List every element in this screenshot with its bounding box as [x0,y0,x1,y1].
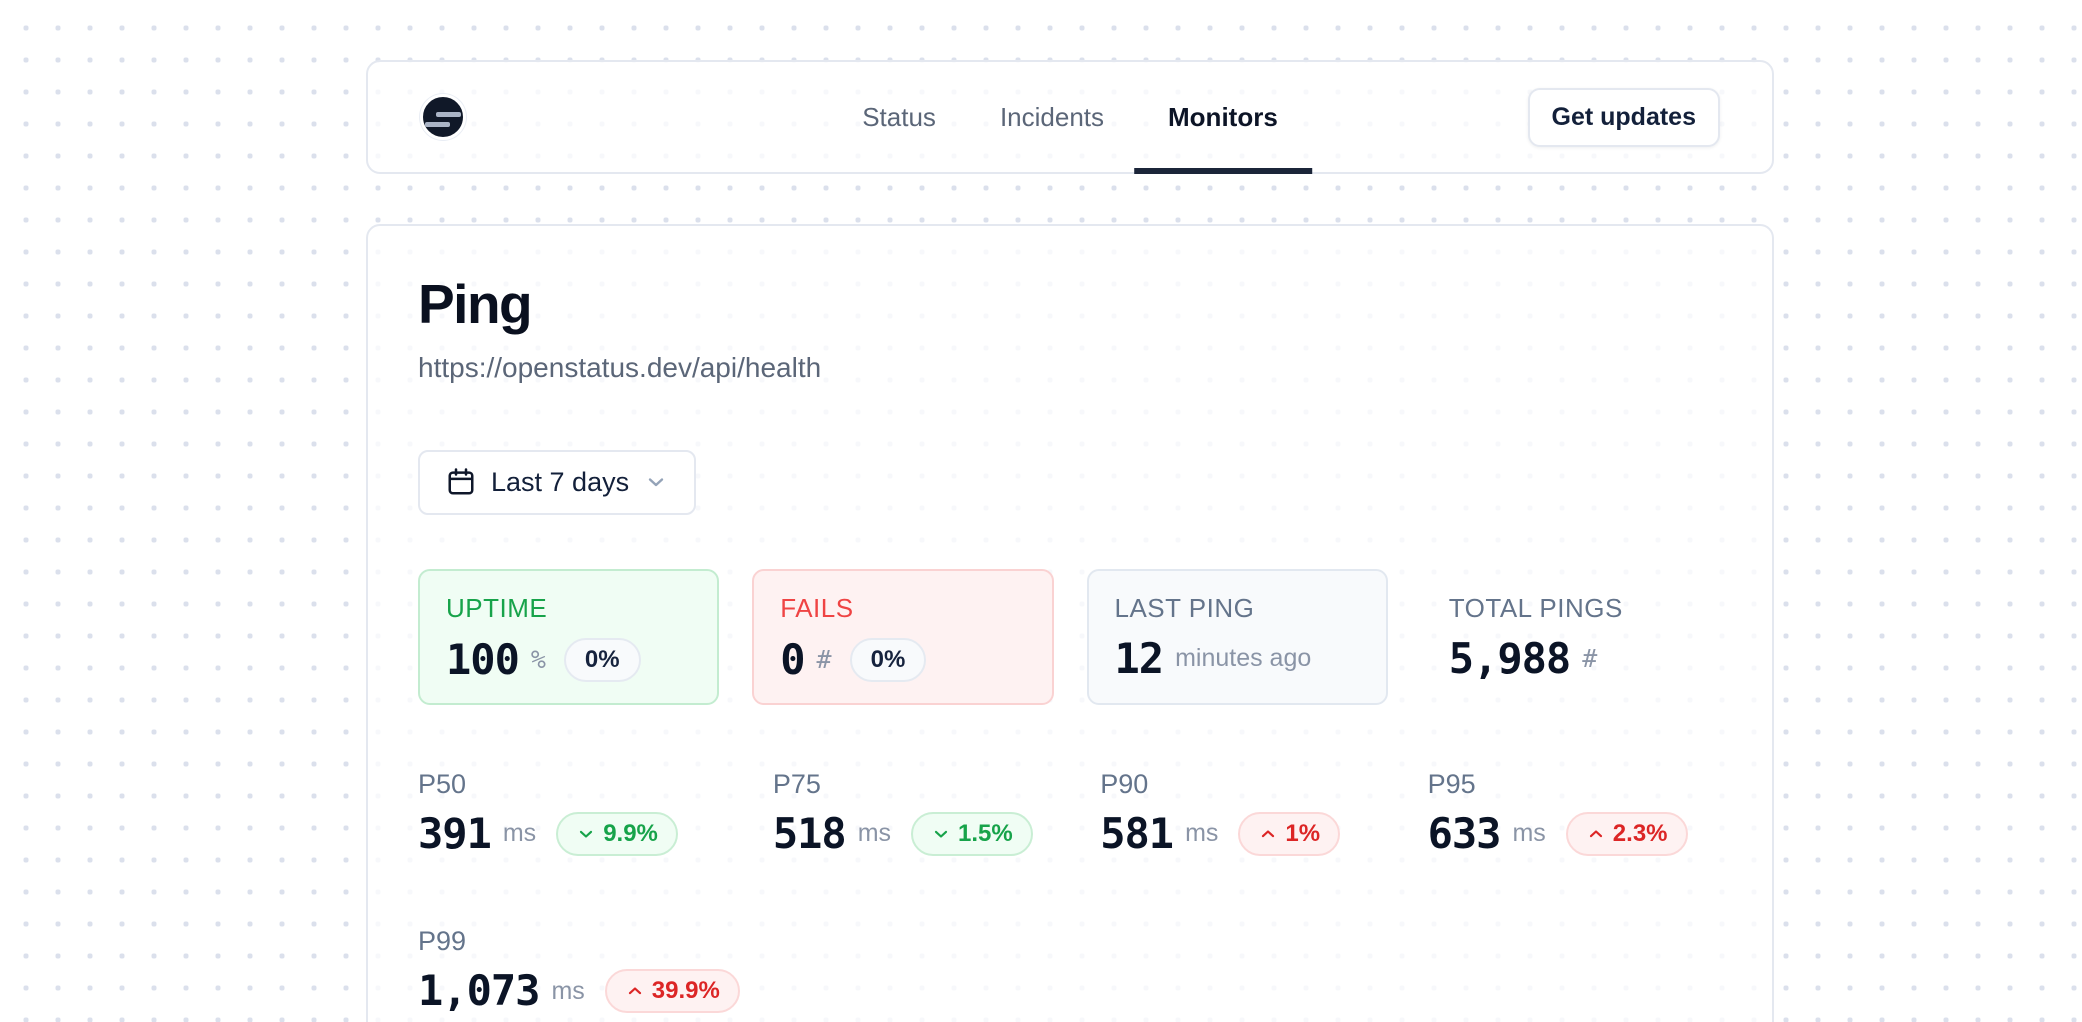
stat-card-last-ping: LAST PING 12 minutes ago [1086,568,1388,705]
monitor-url: https://openstatus.dev/api/health [418,351,822,383]
percentile-p90: P90 581 ms 1% [1100,769,1394,856]
percentile-value: 581 [1100,808,1174,858]
stat-label: UPTIME [446,592,548,623]
percentile-value: 518 [772,808,847,858]
stat-label: LAST PING [1114,592,1255,623]
logo-bar-icon [425,122,450,127]
percentile-label: P50 [418,768,467,799]
percentile-value: 391 [418,808,492,858]
stat-value: 0 [780,634,805,684]
stat-suffix: minutes ago [1175,644,1312,673]
percentile-label: P99 [418,925,467,956]
chevron-down-icon [648,478,664,487]
percentile-p95: P95 633 ms 2.3% [1428,769,1722,856]
stat-delta-pill: 0% [849,637,927,683]
openstatus-logo[interactable] [420,94,466,140]
stat-card-total-pings: TOTAL PINGS 5,988 # [1421,569,1722,705]
nav-item-status[interactable]: Status [862,101,936,132]
stat-value: 5,988 [1448,633,1571,683]
chevron-up-icon [1589,830,1602,837]
percentile-p99: P99 1,073 ms 39.9% [418,925,740,1016]
percentile-unit: ms [1185,819,1219,848]
percentile-label: P95 [1427,768,1476,799]
trend-badge: 39.9% [604,968,740,1014]
trend-badge: 1.5% [911,811,1033,856]
percentile-label: P75 [772,768,821,799]
nav-item-incidents[interactable]: Incidents [999,101,1105,132]
monitor-title: Ping [418,273,533,335]
calendar-icon [448,468,474,495]
get-updates-button[interactable]: Get updates [1527,87,1720,147]
percentile-p75: P75 518 ms 1.5% [773,769,1067,856]
stat-value: 100 [446,634,520,684]
stats-grid: UPTIME 100 % 0% FAILS 0 # 0% LAST PING 1… [418,568,1722,705]
date-range-picker[interactable]: Last 7 days [418,449,697,515]
stat-card-fails: FAILS 0 # 0% [752,568,1054,705]
trend-badge: 1% [1238,811,1341,856]
percentiles-grid: P50 391 ms 9.9% P75 518 ms [418,769,1722,1014]
percentile-unit: ms [1512,819,1546,848]
stat-label: TOTAL PINGS [1448,592,1623,623]
percentile-value: 633 [1427,808,1502,858]
monitor-card: Ping https://openstatus.dev/api/health L… [366,224,1774,1022]
stat-value: 12 [1114,633,1165,683]
percentile-p50: P50 391 ms 9.9% [418,769,740,856]
stat-card-uptime: UPTIME 100 % 0% [418,568,720,705]
logo-bar-icon [436,112,461,117]
header-card: Status Incidents Monitors Get updates [366,60,1774,174]
chevron-down-icon [934,830,948,838]
stat-suffix: # [816,645,832,675]
stat-suffix: # [1582,644,1598,674]
stat-suffix: % [530,645,546,675]
chevron-up-icon [628,987,641,995]
trend-badge: 2.3% [1565,811,1688,856]
stat-delta-pill: 0% [563,637,641,683]
stat-label: FAILS [780,592,854,623]
main-nav: Status Incidents Monitors [862,62,1312,174]
date-range-label: Last 7 days [491,466,630,497]
percentile-unit: ms [551,976,585,1005]
percentile-value: 1,073 [418,966,540,1016]
nav-item-monitors[interactable]: Monitors [1134,62,1312,174]
percentile-unit: ms [502,819,537,848]
percentile-unit: ms [857,819,892,848]
chevron-up-icon [1262,830,1275,837]
chevron-down-icon [580,830,593,838]
trend-badge: 9.9% [556,811,678,856]
percentile-label: P90 [1100,768,1149,799]
